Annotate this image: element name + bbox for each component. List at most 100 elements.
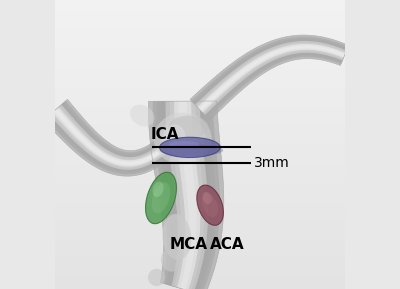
Text: 3mm: 3mm — [254, 156, 289, 170]
Ellipse shape — [154, 113, 212, 165]
Ellipse shape — [152, 181, 164, 197]
Polygon shape — [161, 101, 212, 289]
Polygon shape — [166, 101, 208, 289]
Bar — [56, 125, 344, 130]
Bar — [56, 111, 344, 116]
Ellipse shape — [197, 185, 223, 225]
Bar — [56, 231, 344, 236]
Ellipse shape — [202, 193, 218, 217]
Polygon shape — [51, 106, 168, 168]
Bar — [56, 197, 344, 202]
Bar — [56, 173, 344, 178]
Bar — [56, 159, 344, 164]
Bar — [56, 207, 344, 212]
Ellipse shape — [146, 172, 176, 224]
Bar — [56, 255, 344, 260]
Polygon shape — [196, 42, 346, 114]
Polygon shape — [192, 38, 348, 118]
Ellipse shape — [165, 123, 200, 154]
Bar — [56, 279, 344, 284]
Bar — [56, 19, 344, 24]
Text: MCA: MCA — [170, 237, 208, 252]
Bar — [56, 82, 344, 87]
Ellipse shape — [160, 137, 220, 158]
Bar — [56, 226, 344, 231]
Bar — [56, 168, 344, 173]
Bar — [56, 149, 344, 154]
Bar — [56, 72, 344, 77]
Bar — [56, 10, 344, 14]
Bar — [56, 92, 344, 96]
Bar — [56, 164, 344, 168]
Bar — [56, 5, 344, 10]
Bar — [56, 53, 344, 58]
Bar — [56, 0, 344, 5]
Ellipse shape — [148, 269, 165, 286]
Bar — [56, 154, 344, 159]
Bar — [56, 29, 344, 34]
Bar — [56, 251, 344, 255]
Bar — [56, 241, 344, 246]
Polygon shape — [190, 35, 348, 120]
Bar — [56, 101, 344, 106]
Polygon shape — [198, 44, 346, 112]
Bar — [56, 178, 344, 183]
Bar — [56, 193, 344, 197]
Polygon shape — [191, 36, 348, 119]
Bar — [56, 144, 344, 149]
Ellipse shape — [161, 249, 181, 272]
Ellipse shape — [162, 214, 192, 260]
Bar — [56, 14, 344, 19]
Bar — [56, 246, 344, 251]
Bar — [56, 77, 344, 82]
Text: ICA: ICA — [151, 127, 179, 142]
Bar — [56, 275, 344, 279]
Polygon shape — [50, 105, 169, 170]
Bar — [56, 217, 344, 222]
Polygon shape — [194, 40, 347, 116]
Bar — [56, 96, 344, 101]
Polygon shape — [195, 41, 346, 115]
Bar — [56, 284, 344, 289]
Bar — [56, 67, 344, 72]
Bar — [56, 106, 344, 111]
Bar — [56, 270, 344, 275]
Ellipse shape — [168, 116, 209, 139]
Bar — [56, 236, 344, 241]
Bar — [56, 265, 344, 270]
Polygon shape — [48, 103, 170, 171]
Bar — [56, 63, 344, 67]
Ellipse shape — [152, 182, 170, 214]
Polygon shape — [157, 101, 216, 289]
Polygon shape — [54, 108, 166, 165]
Polygon shape — [153, 101, 220, 289]
Bar — [56, 48, 344, 53]
Ellipse shape — [160, 118, 206, 160]
Bar — [56, 188, 344, 193]
Polygon shape — [174, 101, 200, 289]
Ellipse shape — [160, 144, 223, 156]
Bar — [56, 260, 344, 265]
Polygon shape — [45, 101, 172, 175]
Bar — [56, 135, 344, 140]
Bar — [56, 202, 344, 207]
Bar — [56, 38, 344, 43]
Ellipse shape — [169, 141, 199, 148]
Bar — [56, 43, 344, 48]
Polygon shape — [46, 102, 171, 173]
Bar — [56, 130, 344, 135]
Bar — [56, 116, 344, 121]
Bar — [56, 121, 344, 125]
Polygon shape — [178, 101, 196, 289]
Bar — [56, 24, 344, 29]
Polygon shape — [148, 101, 224, 289]
Polygon shape — [52, 107, 167, 166]
Ellipse shape — [202, 192, 212, 204]
Bar — [56, 212, 344, 217]
Polygon shape — [199, 45, 345, 111]
Ellipse shape — [130, 105, 154, 127]
Bar — [56, 34, 344, 38]
Polygon shape — [170, 101, 204, 289]
Bar — [56, 183, 344, 188]
Bar — [56, 58, 344, 63]
